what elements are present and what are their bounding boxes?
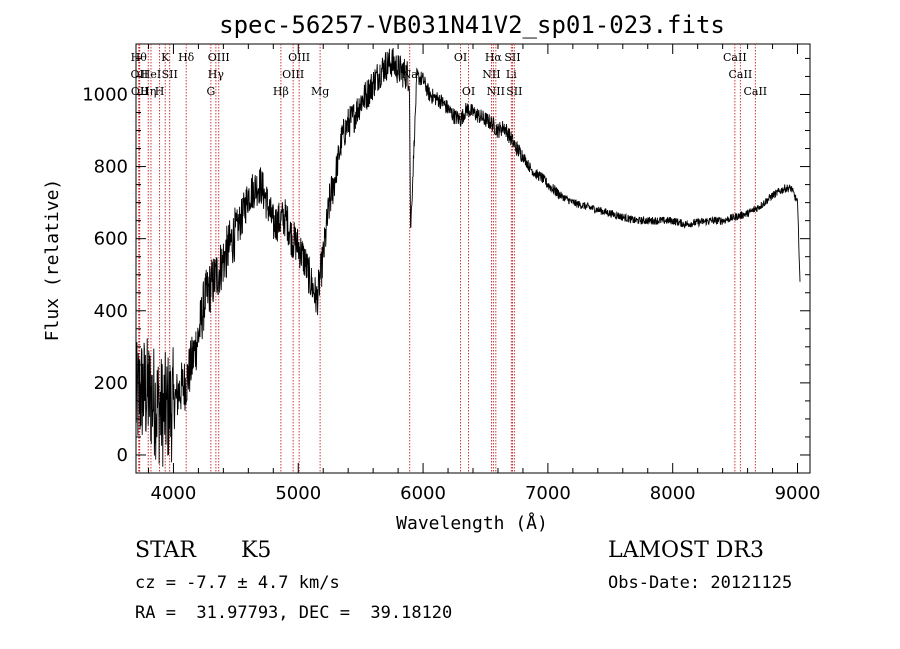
line-label-6: K xyxy=(161,51,170,64)
x-tick-label: 4000 xyxy=(151,483,197,504)
line-label-20: Hα xyxy=(485,51,503,64)
flux-line xyxy=(135,47,801,467)
line-label-9: G xyxy=(206,85,215,98)
line-label-15: Mg xyxy=(311,85,329,98)
x-tick-label: 5000 xyxy=(275,483,321,504)
line-label-14: OIII xyxy=(288,51,310,64)
line-label-11: OIII xyxy=(208,51,230,64)
line-label-26: CaII xyxy=(729,68,753,81)
line-label-25: CaII xyxy=(723,51,747,64)
line-label-5: H xyxy=(155,85,165,98)
line-label-10: Hγ xyxy=(208,68,225,81)
line-label-7: SII xyxy=(162,68,178,81)
y-tick-label: 0 xyxy=(117,445,128,466)
observation-date: Obs-Date: 20121125 xyxy=(608,573,793,593)
x-tick-label: 6000 xyxy=(400,483,446,504)
line-label-19: NII xyxy=(482,68,500,81)
line-label-24: SII xyxy=(506,85,522,98)
line-label-21: NII xyxy=(487,85,505,98)
x-tick-label: 7000 xyxy=(525,483,571,504)
y-tick-label: 600 xyxy=(94,229,128,250)
y-tick-label: 800 xyxy=(94,157,128,178)
line-label-17: OI xyxy=(454,51,467,64)
line-label-0: Hθ xyxy=(131,51,148,64)
spectral-line-labels: HθOIIOIIHηHeIHKSIIHδGHγOIIIHβOIIIOIIIMgN… xyxy=(131,51,768,98)
line-label-1: OII xyxy=(131,68,149,81)
x-axis-label: Wavelength (Å) xyxy=(396,512,548,534)
y-axis-label: Flux (relative) xyxy=(42,179,63,342)
spectral-subclass: K5 xyxy=(241,538,272,563)
x-tick-label: 9000 xyxy=(775,483,821,504)
line-label-4: HeI xyxy=(141,68,161,81)
line-label-18: OI xyxy=(462,85,475,98)
line-label-8: Hδ xyxy=(178,51,195,64)
line-label-13: OIII xyxy=(282,68,304,81)
plot-border xyxy=(135,43,811,474)
x-tick-label: 8000 xyxy=(650,483,696,504)
axis-ticks: 4000 5000 6000 7000 8000 9000 0 200 400 600 800 100… xyxy=(82,44,820,504)
redshift-readout: cz = -7.7 ± 4.7 km/s xyxy=(135,573,340,593)
chart-title: spec-56257-VB031N41V2_sp01-023.fits xyxy=(219,11,725,39)
line-label-27: CaII xyxy=(743,85,767,98)
object-class: STAR xyxy=(135,538,196,563)
y-tick-label: 400 xyxy=(94,301,128,322)
flux-series xyxy=(135,47,801,467)
coordinates-readout: RA = 31.97793, DEC = 39.18120 xyxy=(135,603,453,623)
plot-frame xyxy=(135,43,811,474)
line-label-12: Hβ xyxy=(273,85,289,98)
line-label-23: SII xyxy=(504,51,520,64)
y-tick-label: 200 xyxy=(94,373,128,394)
survey-name: LAMOST DR3 xyxy=(608,538,764,563)
line-label-22: Li xyxy=(506,68,517,81)
y-tick-label: 1000 xyxy=(82,84,128,105)
